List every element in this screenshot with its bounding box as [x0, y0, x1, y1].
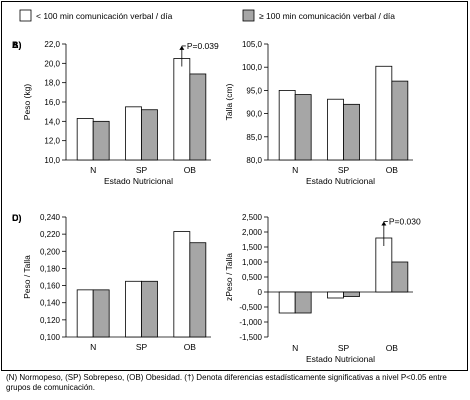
- y-tick-label: -1,500: [239, 333, 262, 342]
- y-tick-label: 22,0: [44, 40, 60, 49]
- bar-ob-series-1: [375, 237, 393, 293]
- y-tick-label: 1,000: [242, 258, 263, 267]
- bar-sp-series-2: [343, 291, 360, 297]
- bar-ob-series-2: [391, 261, 409, 293]
- y-tick-label: -0,500: [239, 303, 262, 312]
- bar-ob-series-1: [375, 65, 393, 161]
- x-tick-label: SP: [136, 165, 148, 175]
- figure-border: [1, 1, 468, 371]
- bar-sp-series-2: [343, 103, 360, 161]
- y-tick-label: 18,0: [44, 79, 60, 88]
- y-axis-title: Talla (cm): [224, 83, 234, 120]
- y-tick-label: 0,100: [40, 333, 61, 342]
- bar-n-series-2: [92, 289, 110, 338]
- y-tick-label: 2,000: [242, 228, 263, 237]
- y-tick-label: 0,220: [40, 230, 61, 239]
- y-tick-label: 0,120: [40, 316, 61, 325]
- legend-swatch-series-2: [242, 9, 255, 22]
- x-tick-label: OB: [386, 343, 399, 353]
- significance-label: P=0.039: [187, 41, 219, 51]
- y-tick-label: 95,0: [246, 86, 262, 95]
- y-tick-label: 0: [258, 288, 263, 297]
- y-tick-label: 80,0: [246, 156, 262, 165]
- y-tick-label: 0,180: [40, 264, 61, 273]
- bar-n-series-1: [76, 118, 94, 161]
- legend: < 100 min comunicación verbal / día ≥ 10…: [19, 9, 395, 22]
- panel-label: C): [12, 213, 22, 223]
- x-tick-label: N: [292, 343, 298, 353]
- bar-sp-series-2: [141, 280, 158, 338]
- y-tick-label: 20,0: [44, 59, 60, 68]
- x-axis-title: Estado Nutricional: [306, 354, 375, 364]
- bar-n-series-2: [92, 120, 110, 161]
- y-axis-title: Peso (kg): [22, 84, 32, 121]
- y-tick-label: 85,0: [246, 133, 262, 142]
- legend-swatch-series-1: [19, 9, 32, 22]
- y-tick-label: 2,500: [242, 213, 263, 222]
- panel-label: A): [12, 40, 22, 50]
- y-tick-label: 100,0: [242, 63, 263, 72]
- legend-label-series-1: < 100 min comunicación verbal / día: [36, 11, 173, 21]
- bar-sp-series-1: [125, 280, 142, 338]
- bar-ob-series-1: [173, 231, 191, 338]
- x-tick-label: N: [292, 165, 298, 175]
- bar-n-series-2: [294, 291, 312, 314]
- x-axis-title: Estado Nutricional: [104, 176, 173, 186]
- y-axis-title: zPeso / Talla: [224, 253, 234, 301]
- legend-label-series-2: ≥ 100 min comunicación verbal / día: [259, 11, 395, 21]
- y-tick-label: 14,0: [44, 117, 60, 126]
- x-axis-title: Estado Nutricional: [306, 176, 375, 186]
- significance-arrow: [381, 221, 387, 226]
- figure-caption: (N) Normopeso, (SP) Sobrepeso, (OB) Obes…: [6, 373, 447, 392]
- panel-label: B): [12, 40, 22, 50]
- y-tick-label: 0,160: [40, 282, 61, 291]
- x-tick-label: SP: [338, 165, 350, 175]
- bar-sp-series-2: [141, 109, 158, 161]
- bar-n-series-2: [294, 94, 312, 161]
- y-tick-label: 16,0: [44, 98, 60, 107]
- bar-ob-series-1: [173, 58, 191, 161]
- bar-ob-series-2: [391, 80, 409, 161]
- x-tick-label: OB: [184, 165, 197, 175]
- bar-sp-series-1: [327, 291, 344, 299]
- panel-4: D) -1,500 -1,000 -0,500 0 0,500 1,000 1,500 2,00…: [12, 213, 421, 364]
- chart-panels: A) 10,0 12,0 14,0 16,0 18,0 20,0 22,0 Peso (kg) N…: [12, 40, 421, 364]
- bar-sp-series-1: [125, 106, 142, 161]
- y-tick-label: 90,0: [246, 110, 262, 119]
- panel-label: D): [12, 213, 22, 223]
- y-axis-title: Peso / Talla: [22, 255, 32, 299]
- x-tick-label: OB: [184, 342, 197, 352]
- y-tick-label: 0,140: [40, 299, 61, 308]
- bar-n-series-1: [278, 291, 296, 314]
- y-tick-label: 0,240: [40, 213, 61, 222]
- x-tick-label: SP: [338, 343, 350, 353]
- bar-ob-series-2: [189, 73, 207, 161]
- y-tick-label: -1,000: [239, 318, 262, 327]
- bar-n-series-1: [76, 289, 94, 338]
- panel-3: C) 0,100 0,120 0,140 0,160 0,180 0,200 0,220 0,2…: [12, 213, 211, 352]
- bar-n-series-1: [278, 90, 296, 161]
- significance-label: P=0.030: [389, 217, 421, 227]
- significance-arrow: [179, 45, 185, 50]
- bar-ob-series-2: [189, 242, 207, 338]
- y-tick-label: 1,500: [242, 243, 263, 252]
- y-tick-label: 0,200: [40, 247, 61, 256]
- x-tick-label: OB: [386, 165, 399, 175]
- x-tick-label: N: [90, 165, 96, 175]
- panel-2: B) 80,0 85,0 90,0 95,0 100,0 105,0 Talla (cm) N S…: [12, 40, 413, 186]
- bar-sp-series-1: [327, 98, 344, 161]
- y-tick-label: 0,500: [242, 273, 263, 282]
- x-tick-label: N: [90, 342, 96, 352]
- y-tick-label: 105,0: [242, 40, 263, 49]
- y-tick-label: 10,0: [44, 156, 60, 165]
- panel-1: A) 10,0 12,0 14,0 16,0 18,0 20,0 22,0 Peso (kg) N…: [12, 40, 219, 186]
- x-tick-label: SP: [136, 342, 148, 352]
- y-tick-label: 12,0: [44, 137, 60, 146]
